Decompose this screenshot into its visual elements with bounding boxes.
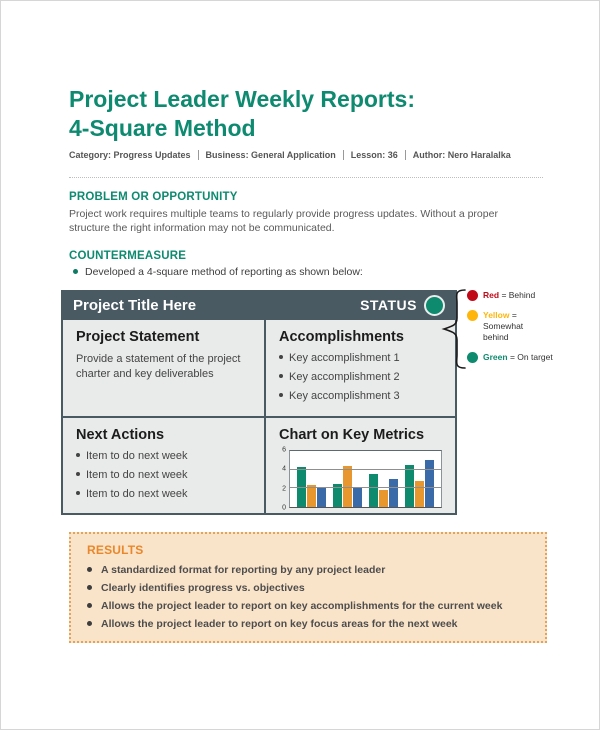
legend-color-word: Red	[483, 290, 500, 300]
results-bullet-item: A standardized format for reporting by a…	[87, 564, 529, 576]
status-indicator: STATUS	[360, 294, 445, 316]
results-bullet-text: A standardized format for reporting by a…	[101, 564, 386, 576]
bar-green	[297, 466, 306, 507]
bullet-item: Item to do next week	[76, 488, 251, 501]
bar-orange	[307, 484, 316, 507]
four-square-table: Project Title Here STATUS Project Statem…	[61, 290, 457, 515]
problem-body: Project work requires multiple teams to …	[69, 208, 498, 234]
legend-color-word: Green	[483, 352, 508, 362]
status-circle-icon	[424, 294, 445, 316]
y-tick-label: 4	[282, 465, 286, 473]
bullet-item: Key accomplishment 2	[279, 371, 442, 384]
bar-group	[297, 451, 326, 507]
bullet-item: Key accomplishment 3	[279, 390, 442, 403]
bar-blue	[389, 479, 398, 507]
quadrant-chart: Chart on Key Metrics 0 2 4 6	[266, 418, 455, 513]
document-meta: Category: Progress Updates Business: Gen…	[69, 150, 511, 160]
status-legend: Red = Behind Yellow = Somewhat behind Gr…	[467, 290, 567, 363]
legend-meaning: = Behind	[501, 290, 536, 300]
meta-category: Category: Progress Updates	[69, 150, 191, 160]
project-title: Project Title Here	[73, 296, 197, 314]
results-bullet-text: Clearly identifies progress vs. objectiv…	[101, 582, 305, 594]
legend-text: Red = Behind	[483, 290, 535, 301]
project-title-bar: Project Title Here STATUS	[61, 290, 457, 320]
bullet-text: Key accomplishment 1	[289, 352, 400, 364]
bar-blue	[353, 488, 362, 507]
legend-color-word: Yellow	[483, 310, 510, 320]
bullet-text: Item to do next week	[86, 488, 188, 500]
bar-blue	[317, 488, 326, 507]
bullet-text: Item to do next week	[86, 469, 188, 481]
y-tick-label: 0	[282, 504, 286, 512]
quadrant-project-statement: Project Statement Provide a statement of…	[63, 320, 264, 416]
legend-text: Yellow = Somewhat behind	[483, 310, 545, 343]
bar-orange	[379, 490, 388, 507]
bar-plot	[289, 450, 442, 508]
red-dot-icon	[467, 290, 478, 301]
legend-meaning: = On target	[509, 352, 553, 362]
bar-chart: 0 2 4 6	[279, 446, 442, 512]
bullet-text: Item to do next week	[86, 450, 188, 462]
legend-item-red: Red = Behind	[467, 290, 567, 301]
chart-y-axis: 0 2 4 6	[279, 446, 289, 512]
bar-orange	[343, 465, 352, 507]
bar-orange	[415, 480, 424, 507]
page-title-line1: Project Leader Weekly Reports:	[69, 86, 415, 112]
bullet-text: Key accomplishment 2	[289, 371, 400, 383]
countermeasure-bullet: Developed a 4-square method of reporting…	[73, 266, 363, 278]
meta-lesson: Lesson: 36	[350, 150, 398, 160]
four-square-grid: Project Statement Provide a statement of…	[61, 320, 457, 515]
results-bullet-text: Allows the project leader to report on k…	[101, 600, 503, 612]
legend-item-yellow: Yellow = Somewhat behind	[467, 310, 567, 343]
results-bullet-item: Allows the project leader to report on k…	[87, 618, 529, 630]
bar-blue	[425, 460, 434, 507]
bar-series-container	[290, 451, 441, 507]
section-divider	[69, 177, 543, 178]
meta-separator	[404, 150, 406, 160]
bar-green	[369, 474, 378, 507]
quadrant-heading: Accomplishments	[279, 329, 404, 345]
bar-green	[333, 483, 342, 507]
yellow-dot-icon	[467, 310, 478, 321]
meta-author: Author: Nero Haralalka	[412, 150, 511, 160]
quadrant-body: Provide a statement of the project chart…	[76, 353, 241, 380]
legend-text: Green = On target	[483, 352, 553, 363]
page-title-line2: 4-Square Method	[69, 115, 256, 141]
page-title: Project Leader Weekly Reports: 4-Square …	[69, 85, 415, 143]
bullet-item: Item to do next week	[76, 469, 251, 482]
countermeasure-heading: COUNTERMEASURE	[69, 250, 187, 262]
results-heading: RESULTS	[87, 543, 144, 557]
countermeasure-bullet-text: Developed a 4-square method of reporting…	[85, 266, 363, 278]
quadrant-heading: Project Statement	[76, 329, 200, 345]
gridline	[290, 468, 441, 470]
status-label: STATUS	[360, 297, 417, 313]
bar-group	[369, 451, 398, 507]
meta-business: Business: General Application	[205, 150, 336, 160]
results-box: RESULTS A standardized format for report…	[69, 532, 547, 643]
bullet-item: Key accomplishment 1	[279, 352, 442, 365]
bullet-text: Key accomplishment 3	[289, 390, 400, 402]
quadrant-heading: Next Actions	[76, 427, 165, 443]
gridline	[290, 487, 441, 489]
quadrant-next-actions: Next Actions Item to do next week Item t…	[63, 418, 264, 513]
results-bullet-item: Clearly identifies progress vs. objectiv…	[87, 582, 529, 594]
chart-title: Chart on Key Metrics	[279, 427, 425, 443]
y-tick-label: 6	[282, 446, 286, 454]
quadrant-accomplishments: Accomplishments Key accomplishment 1 Key…	[266, 320, 455, 416]
results-bullet-item: Allows the project leader to report on k…	[87, 600, 529, 612]
meta-separator	[342, 150, 344, 160]
bar-group	[333, 451, 362, 507]
brace-icon	[441, 289, 466, 369]
y-tick-label: 2	[282, 485, 286, 493]
results-bullet-text: Allows the project leader to report on k…	[101, 618, 458, 630]
bar-group	[405, 451, 434, 507]
legend-meaning: = Somewhat behind	[483, 310, 524, 342]
bullet-item: Item to do next week	[76, 450, 251, 463]
bar-green	[405, 465, 414, 507]
problem-heading: PROBLEM OR OPPORTUNITY	[69, 191, 238, 203]
legend-item-green: Green = On target	[467, 352, 567, 363]
green-dot-icon	[467, 352, 478, 363]
meta-separator	[197, 150, 199, 160]
